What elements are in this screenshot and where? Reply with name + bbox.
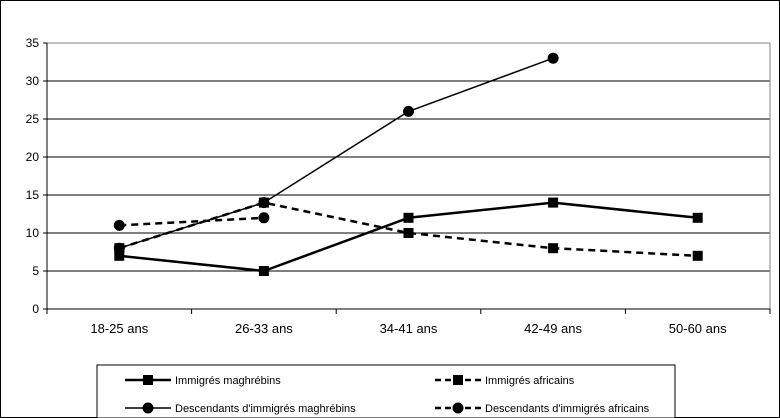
legend: Immigrés maghrébins Immigrés africains Des… <box>96 364 676 418</box>
series-3-point-0 <box>113 219 125 231</box>
y-tick-label-35: 35 <box>26 36 40 50</box>
y-tick-label-5: 5 <box>32 264 39 278</box>
series-3 <box>113 212 270 231</box>
x-tick-label-0: 18-25 ans <box>90 321 148 336</box>
series-line-2 <box>119 57 554 249</box>
series-0-point-3 <box>548 197 559 208</box>
y-tick-label-25: 25 <box>26 112 40 126</box>
legend-item-0: Immigrés maghrébins <box>125 375 281 387</box>
legend-marker-1 <box>453 375 463 385</box>
series-line-3 <box>119 216 264 227</box>
y-tick-label-15: 15 <box>26 188 40 202</box>
series-1-point-3 <box>548 243 559 254</box>
x-tick-label-4: 50-60 ans <box>669 321 727 336</box>
y-tick-label-30: 30 <box>26 74 40 88</box>
legend-marker-2 <box>142 402 154 414</box>
legend-marker-3 <box>452 402 464 414</box>
y-tick-label-0: 0 <box>32 302 39 316</box>
series-0-point-0 <box>114 250 125 261</box>
series-0-point-2 <box>403 212 414 223</box>
y-tick-label-20: 20 <box>26 150 40 164</box>
legend-item-1: Immigrés africains <box>435 375 575 387</box>
series-2-point-3 <box>547 52 559 64</box>
series-2-point-2 <box>403 105 414 117</box>
x-tick-label-2: 34-41 ans <box>380 321 438 336</box>
legend-label-1: Immigrés africains <box>485 375 575 387</box>
x-tick-label-1: 26-33 ans <box>235 321 293 336</box>
legend-item-3: Descendants d'immigrés africains <box>435 402 650 415</box>
plot-area <box>47 43 770 309</box>
series-0 <box>114 197 703 276</box>
series-3-point-1 <box>258 212 270 224</box>
series-group <box>113 52 703 276</box>
legend-label-3: Descendants d'immigrés africains <box>485 403 650 415</box>
series-0-point-4 <box>692 212 703 223</box>
series-0-point-1 <box>258 266 269 276</box>
legend-label-2: Descendants d'immigrés maghrébins <box>175 403 356 415</box>
series-1-point-2 <box>403 228 414 238</box>
series-1-point-4 <box>692 250 703 261</box>
series-2 <box>113 52 559 254</box>
series-2-point-0 <box>113 242 125 254</box>
legend-item-2: Descendants d'immigrés maghrébins <box>125 402 356 415</box>
series-2-point-1 <box>258 197 270 209</box>
axes: 0 5 10 15 20 25 30 35 18-25 ans 26-33 ans 34-41 an… <box>26 36 771 336</box>
y-tick-label-10: 10 <box>26 226 40 240</box>
legend-marker-0 <box>143 375 153 385</box>
legend-label-0: Immigrés maghrébins <box>175 375 281 387</box>
legend-box <box>96 364 676 418</box>
x-tick-label-3: 42-49 ans <box>524 321 582 336</box>
